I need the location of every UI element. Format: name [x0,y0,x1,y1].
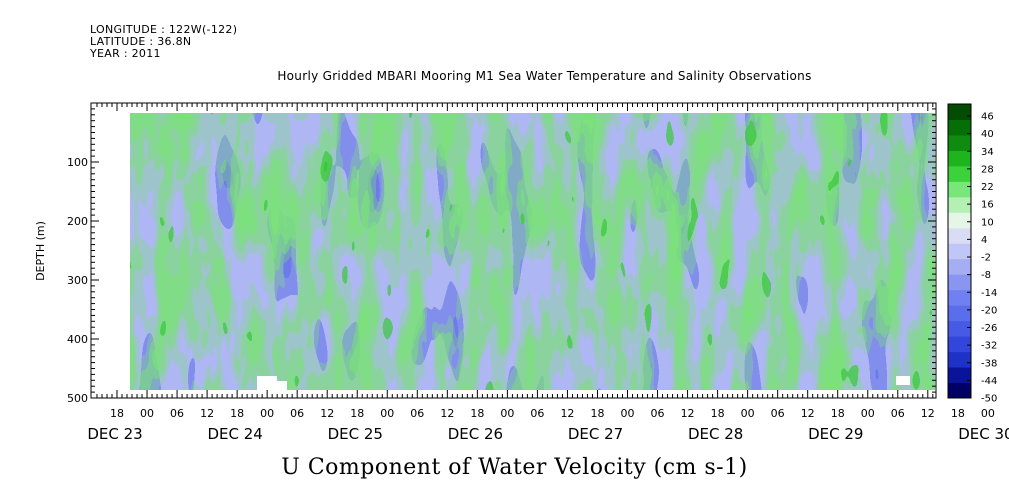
x-day-label: DEC 26 [448,425,503,443]
colorbar-swatch [948,258,971,275]
x-day-label: DEC 27 [568,425,623,443]
latitude-label: LATITUDE : 36.8N [90,35,192,48]
colorbar-swatch [948,181,971,198]
missing-data-patch [277,381,287,390]
y-tick-label: 400 [67,333,88,346]
x-tick-label: 18 [590,407,604,420]
x-tick-label: 00 [861,407,875,420]
x-tick-label: 06 [170,407,184,420]
colorbar-tick-label: 40 [981,129,994,140]
x-tick-label: 18 [230,407,244,420]
heatmap-field [130,113,935,390]
x-tick-label: 06 [771,407,785,420]
y-tick-label: 300 [67,274,88,287]
x-tick-label: 18 [110,407,124,420]
x-tick-label: 00 [621,407,635,420]
x-tick-label: 06 [651,407,665,420]
longitude-label: LONGITUDE : 122W(-122) [90,23,238,36]
x-day-label: DEC 23 [87,425,142,443]
x-axis-title: U Component of Water Velocity (cm s-1) [281,455,748,480]
year-label: YEAR : 2011 [90,47,161,60]
colorbar-swatch [948,227,971,244]
y-tick-label: 200 [67,215,88,228]
colorbar-frame [947,103,972,399]
y-tick-label: 500 [67,392,88,405]
colorbar-tick-label: -2 [981,253,991,264]
y-axis: 100 200 300 400 500 [67,108,936,405]
colorbar-swatch [948,382,971,399]
x-tick-label: 18 [470,407,484,420]
x-tick-label: 06 [891,407,905,420]
x-day-label: DEC 29 [808,425,863,443]
colorbar: 46 40 34 28 22 16 10 4 -2 -8 -14 -20 -26 -32 -38 -44 -50 [947,103,997,405]
x-tick-label: 00 [260,407,274,420]
colorbar-tick-label: 10 [981,217,994,228]
colorbar-swatch [948,351,971,368]
colorbar-swatch [948,196,971,213]
missing-data-patch [257,376,277,390]
colorbar-tick-label: 28 [981,164,994,175]
x-tick-label: 00 [380,407,394,420]
x-day-label: DEC 24 [207,425,262,443]
x-tick-label: 18 [350,407,364,420]
x-tick-label: 18 [951,407,965,420]
missing-data-patch [896,376,910,385]
y-tick-label: 100 [67,156,88,169]
colorbar-tick-label: 16 [981,200,994,211]
colorbar-swatch [948,119,971,136]
x-tick-label: 00 [140,407,154,420]
colorbar-swatch [948,212,971,229]
colorbar-tick-label: -8 [981,270,991,281]
colorbar-swatch [948,104,971,120]
colorbar-tick-label: 34 [981,147,994,158]
colorbar-tick-label: -26 [981,323,997,334]
x-day-label: DEC 25 [328,425,383,443]
x-tick-label: 06 [410,407,424,420]
x-tick-label: 12 [921,407,935,420]
colorbar-swatch [948,243,971,260]
x-tick-label: 18 [831,407,845,420]
x-tick-label: 12 [560,407,574,420]
x-tick-label: 00 [741,407,755,420]
colorbar-swatch [948,165,971,182]
x-day-label: DEC 30 [958,425,1009,443]
colorbar-tick-label: 22 [981,182,994,193]
colorbar-tick-label: -38 [981,358,997,369]
colorbar-tick-label: 4 [981,235,987,246]
x-tick-label: 06 [290,407,304,420]
x-tick-label: 18 [711,407,725,420]
colorbar-swatch [948,367,971,384]
colorbar-swatch [948,289,971,306]
colorbar-swatch [948,336,971,353]
y-axis-title: DEPTH (m) [34,221,47,281]
x-tick-label: 06 [530,407,544,420]
colorbar-swatch [948,305,971,322]
x-tick-label: 00 [981,407,995,420]
x-tick-label: 12 [440,407,454,420]
colorbar-tick-label: -20 [981,305,997,316]
x-tick-label: 12 [681,407,695,420]
x-axis: 18 00 06 12 18 00 06 12 18 00 06 12 18 00 06 12 18 00 06 12… [87,103,1009,443]
colorbar-tick-label: 46 [981,112,994,123]
colorbar-swatch [948,134,971,151]
colorbar-swatch [948,320,971,337]
colorbar-tick-label: -14 [981,288,997,299]
colorbar-swatch [948,274,971,291]
x-day-label: DEC 28 [688,425,743,443]
x-tick-label: 12 [320,407,334,420]
chart-title: Hourly Gridded MBARI Mooring M1 Sea Wate… [277,69,812,83]
colorbar-swatch [948,150,971,167]
colorbar-tick-label: -44 [981,376,997,387]
x-tick-label: 12 [801,407,815,420]
x-tick-label: 12 [200,407,214,420]
x-tick-label: 00 [500,407,514,420]
colorbar-tick-label: -32 [981,341,997,352]
colorbar-tick-label: -50 [981,394,997,405]
